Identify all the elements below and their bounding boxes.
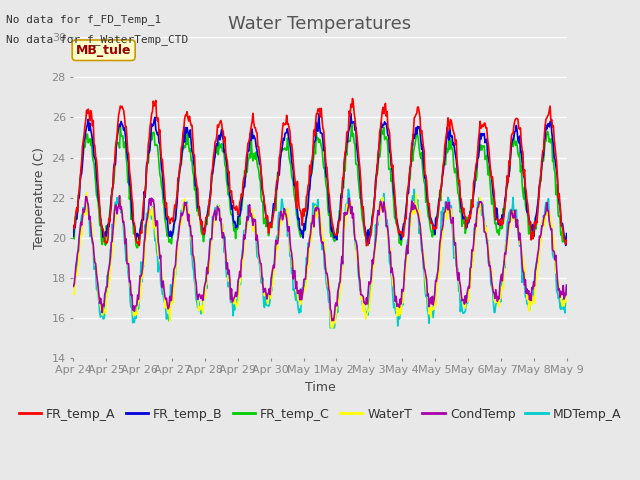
Text: No data for f_WaterTemp_CTD: No data for f_WaterTemp_CTD [6, 34, 189, 45]
Y-axis label: Temperature (C): Temperature (C) [33, 146, 46, 249]
Title: Water Temperatures: Water Temperatures [228, 15, 412, 33]
Legend: FR_temp_A, FR_temp_B, FR_temp_C, WaterT, CondTemp, MDTemp_A: FR_temp_A, FR_temp_B, FR_temp_C, WaterT,… [13, 403, 627, 425]
X-axis label: Time: Time [305, 381, 335, 394]
Text: No data for f_FD_Temp_1: No data for f_FD_Temp_1 [6, 14, 162, 25]
Text: MB_tule: MB_tule [76, 44, 131, 57]
